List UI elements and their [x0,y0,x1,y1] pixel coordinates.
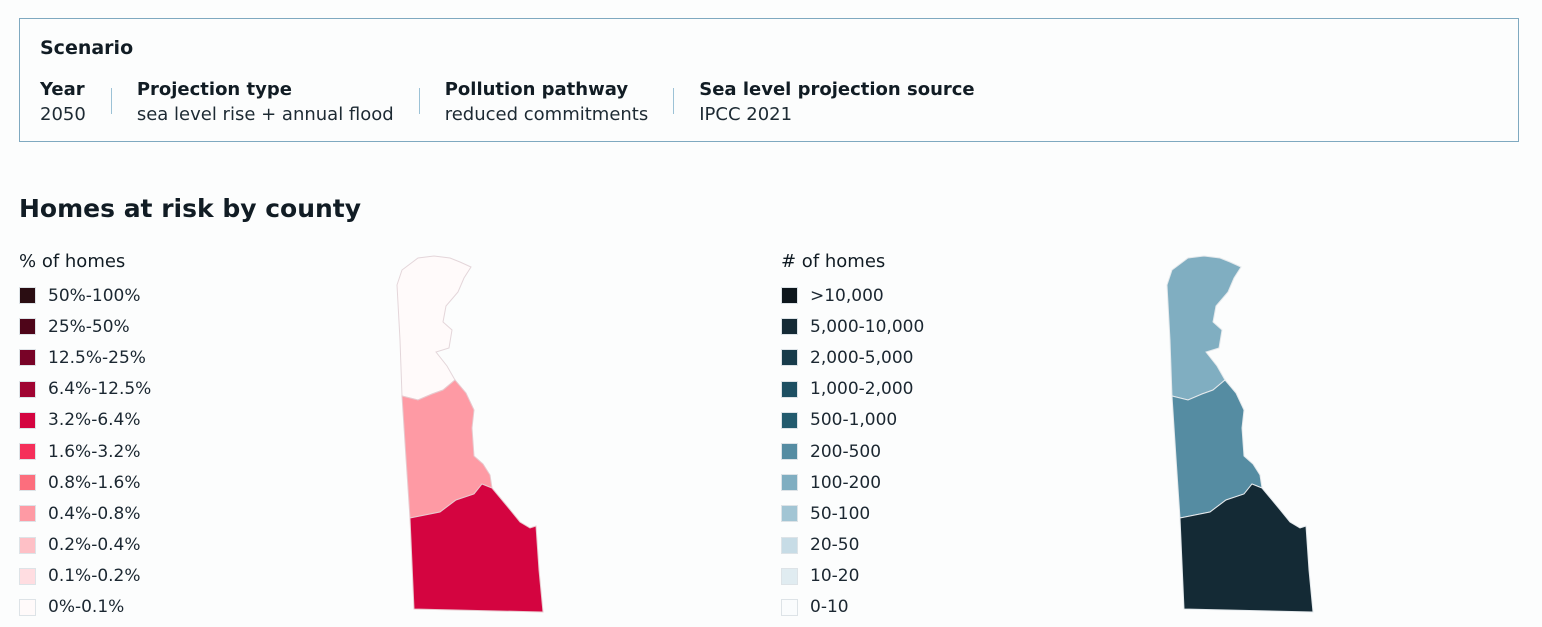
pct-map [396,255,544,613]
num-legend-swatch [781,380,798,398]
pct-legend-label: 25%-50% [48,316,130,337]
field-pollution-pathway-value: reduced commitments [444,104,649,125]
num-legend-swatch [781,567,798,585]
pct-legend-item: 0.2%-0.4% [19,530,151,561]
county-sussex[interactable] [1179,483,1314,613]
scenario-fields: Year 2050 Projection type sea level rise… [40,78,975,128]
pct-legend-swatch [19,411,36,429]
pct-legend-item: 0.1%-0.2% [19,561,151,592]
num-legend-label: 50-100 [810,503,871,524]
field-pollution-pathway: Pollution pathway reduced commitments [445,78,649,128]
num-legend-label: >10,000 [810,285,884,306]
pct-legend-label: 12.5%-25% [48,347,146,368]
num-legend-item: 5,000-10,000 [781,311,924,342]
pct-legend-item: 0.4%-0.8% [19,498,151,529]
num-legend-item: 500-1,000 [781,405,924,436]
pct-legend-label: 50%-100% [48,285,141,306]
num-legend-title: # of homes [781,251,886,272]
pct-legend: % of homes 50%-100% 25%-50% 12.5%-25% 6.4%-… [19,250,151,623]
pct-legend-label: 0.8%-1.6% [48,472,141,493]
num-legend-swatch [781,536,798,554]
pct-legend-label: 3.2%-6.4% [48,410,141,431]
field-year-label: Year [40,79,85,100]
pct-legend-swatch [19,598,36,616]
num-legend-item: 10-20 [781,561,924,592]
scenario-title: Scenario [40,37,134,59]
field-year: Year 2050 [40,78,86,128]
num-legend-label: 200-500 [810,441,882,462]
num-legend-label: 100-200 [810,472,882,493]
field-projection-type: Projection type sea level rise + annual … [137,78,394,128]
num-legend-label: 1,000-2,000 [810,379,914,400]
num-legend-swatch [781,349,798,367]
field-sea-level-source-label: Sea level projection source [699,79,975,100]
pct-legend-swatch [19,318,36,336]
field-sea-level-source-value: IPCC 2021 [699,104,793,125]
county-sussex[interactable] [409,483,544,613]
pct-legend-label: 0.2%-0.4% [48,535,141,556]
num-legend-item: >10,000 [781,280,924,311]
field-divider [418,88,420,114]
pct-legend-label: 0.4%-0.8% [48,503,141,524]
num-legend-label: 500-1,000 [810,410,898,431]
field-projection-type-label: Projection type [136,79,292,100]
num-legend-label: 0-10 [810,597,849,618]
pct-legend-item: 6.4%-12.5% [19,374,151,405]
section-title: Homes at risk by county [19,194,362,223]
county-new-castle[interactable] [396,255,472,401]
num-legend-swatch [781,443,798,461]
num-legend-swatch [781,411,798,429]
pct-legend-swatch [19,380,36,398]
pct-legend-label: 6.4%-12.5% [48,379,152,400]
num-legend-item: 2,000-5,000 [781,342,924,373]
num-legend-item: 200-500 [781,436,924,467]
pct-legend-item: 3.2%-6.4% [19,405,151,436]
pct-legend-swatch [19,536,36,554]
county-new-castle[interactable] [1166,255,1242,401]
pct-legend-item: 12.5%-25% [19,342,151,373]
num-legend-label: 2,000-5,000 [810,347,914,368]
field-divider [110,88,112,114]
pct-legend-swatch [19,567,36,585]
pct-legend-swatch [19,474,36,492]
num-legend-item: 0-10 [781,592,924,623]
scenario-panel: Scenario Year 2050 Projection type sea l… [19,18,1519,142]
num-legend-label: 20-50 [810,535,860,556]
pct-legend-swatch [19,443,36,461]
num-legend-swatch [781,598,798,616]
field-year-value: 2050 [40,104,86,125]
num-legend-item: 100-200 [781,467,924,498]
num-legend-label: 5,000-10,000 [810,316,925,337]
num-legend-swatch [781,505,798,523]
pct-legend-item: 25%-50% [19,311,151,342]
pct-legend-label: 0%-0.1% [48,597,125,618]
pct-legend-items: 50%-100% 25%-50% 12.5%-25% 6.4%-12.5% 3.2%-6… [19,280,151,623]
field-projection-type-value: sea level rise + annual flood [136,104,394,125]
pct-legend-item: 0.8%-1.6% [19,467,151,498]
field-divider [673,88,675,114]
pct-legend-title: % of homes [19,251,126,272]
num-legend: # of homes >10,000 5,000-10,000 2,000-5,00… [781,250,924,623]
pct-legend-item: 0%-0.1% [19,592,151,623]
num-legend-item: 50-100 [781,498,924,529]
num-legend-swatch [781,287,798,305]
pct-legend-swatch [19,349,36,367]
num-map [1166,255,1314,613]
pct-legend-swatch [19,287,36,305]
field-sea-level-source: Sea level projection source IPCC 2021 [699,78,974,128]
num-legend-swatch [781,474,798,492]
pct-legend-swatch [19,505,36,523]
pct-legend-item: 1.6%-3.2% [19,436,151,467]
num-legend-item: 1,000-2,000 [781,374,924,405]
num-legend-item: 20-50 [781,530,924,561]
num-legend-label: 10-20 [810,566,860,587]
field-pollution-pathway-label: Pollution pathway [444,79,629,100]
num-legend-items: >10,000 5,000-10,000 2,000-5,000 1,000-2,00… [781,280,924,623]
pct-legend-label: 0.1%-0.2% [48,566,141,587]
pct-legend-label: 1.6%-3.2% [48,441,141,462]
num-legend-swatch [781,318,798,336]
pct-legend-item: 50%-100% [19,280,151,311]
